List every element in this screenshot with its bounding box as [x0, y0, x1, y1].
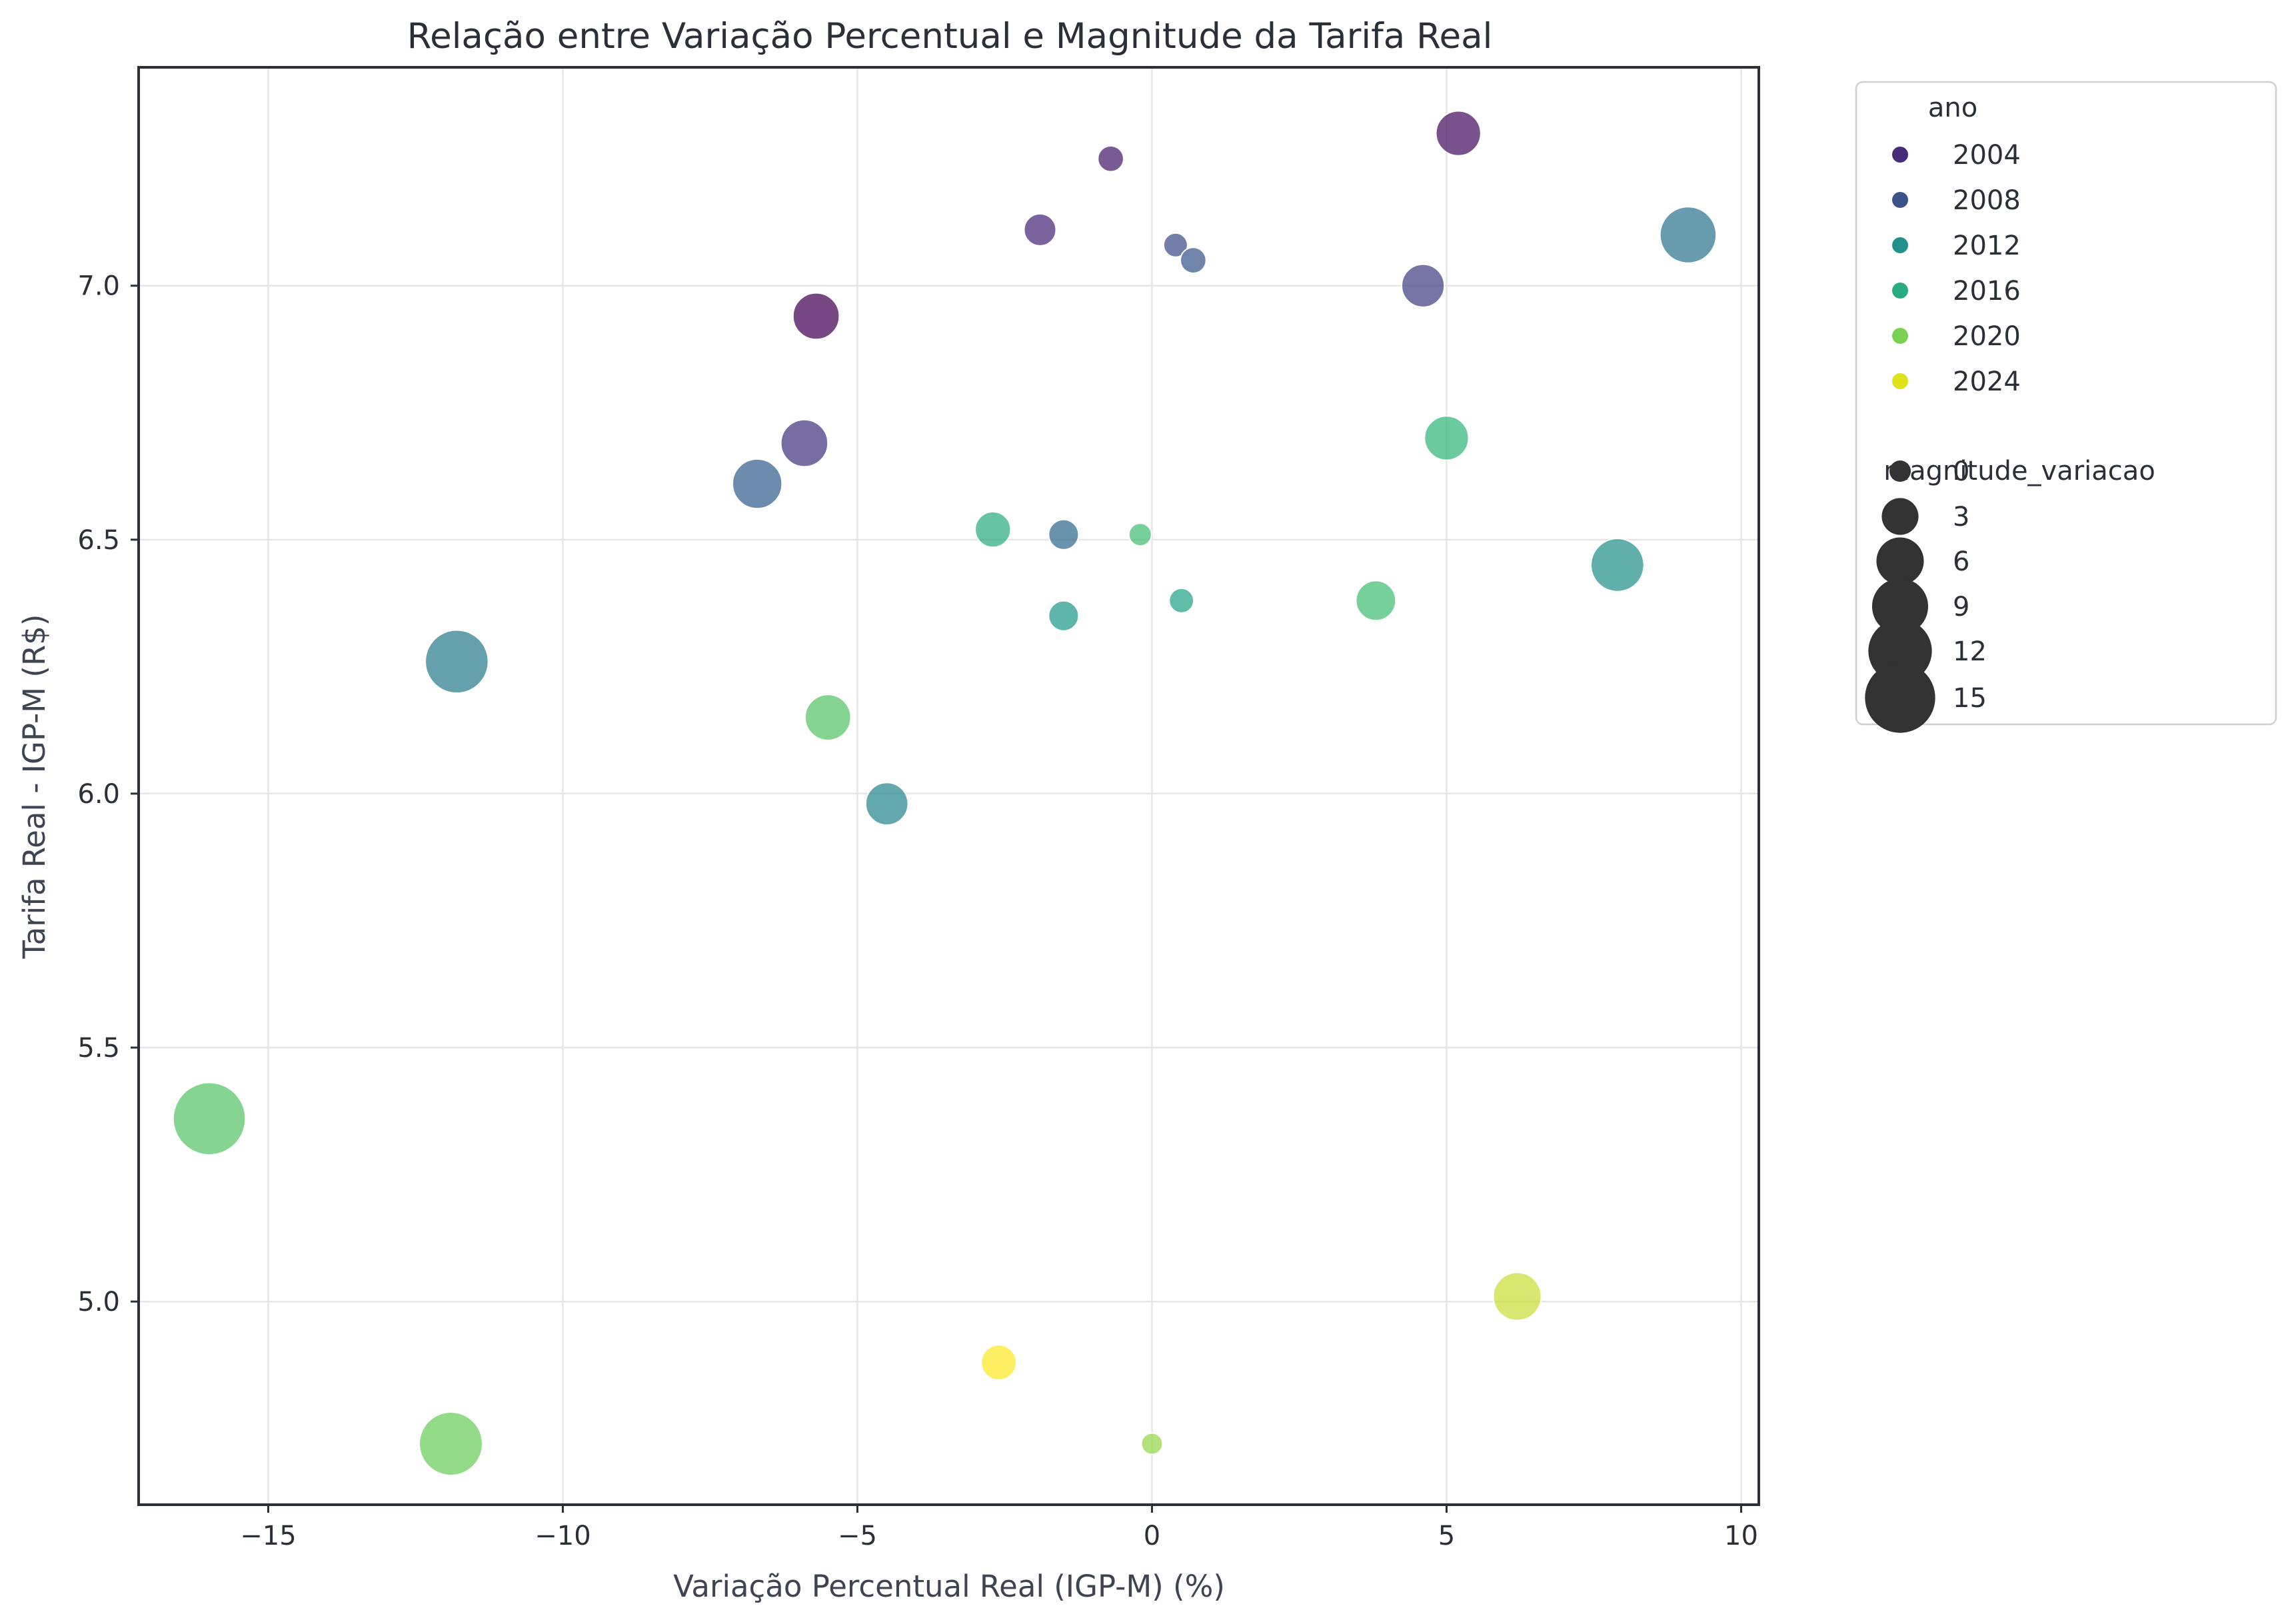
legend-hue-marker: [1892, 237, 1908, 253]
legend-hue-label: 2016: [1953, 276, 2021, 307]
data-points: [172, 110, 1718, 1477]
data-point: [425, 629, 489, 694]
legend-hue-marker: [1892, 147, 1908, 163]
data-point: [419, 1411, 484, 1477]
data-point: [1659, 206, 1718, 264]
y-tick-label: 6.0: [77, 779, 120, 810]
legend-hue-marker: [1892, 373, 1908, 389]
legend-hue-label: 2004: [1953, 140, 2021, 171]
legend-size-title: magnitude_variacao: [1883, 456, 2155, 486]
data-point: [1023, 213, 1057, 247]
legend-hue-label: 2012: [1953, 231, 2021, 261]
y-tick-label: 7.0: [77, 271, 120, 302]
legend-size-marker: [1865, 662, 1935, 733]
data-point: [864, 782, 909, 826]
legend-size-label: 6: [1953, 546, 1969, 577]
y-axis-ticks: 5.0 5.5 6.0 6.5 7.0: [77, 271, 139, 1317]
x-tick-label: −10: [535, 1521, 590, 1551]
legend-size-label: 0: [1953, 456, 1969, 487]
data-point: [1492, 1271, 1542, 1321]
x-tick-label: −5: [838, 1521, 877, 1551]
legend: ano 2004 2008 2012 2016 2020 2024 magnitude_v…: [1855, 81, 2277, 733]
legend-size-marker: [1876, 537, 1924, 585]
data-point: [980, 1344, 1017, 1381]
x-axis-ticks: −15 −10 −5 0 5 10: [240, 1505, 1758, 1551]
grid: [139, 67, 1759, 1505]
data-point: [1140, 1432, 1164, 1455]
data-point: [780, 418, 829, 468]
legend-hue-marker: [1892, 283, 1908, 299]
data-point: [732, 458, 783, 510]
data-point: [1128, 522, 1152, 547]
data-point: [1097, 145, 1124, 173]
legend-size-entries: 0 3 6 9 12 15: [1865, 456, 1987, 733]
data-point: [1048, 600, 1080, 632]
legend-hue-marker: [1892, 192, 1908, 208]
data-point: [1590, 538, 1645, 592]
legend-size-label: 15: [1953, 683, 1987, 714]
legend-size-label: 12: [1953, 636, 1987, 667]
data-point: [172, 1082, 247, 1156]
x-axis-label: Variação Percentual Real (IGP-M) (%): [673, 1569, 1225, 1604]
data-point: [1435, 110, 1482, 157]
data-point: [1424, 415, 1470, 461]
legend-size-label: 9: [1953, 592, 1969, 622]
x-tick-label: −15: [240, 1521, 296, 1551]
legend-box: [1855, 81, 2277, 726]
data-point: [1168, 587, 1195, 614]
x-tick-label: 0: [1144, 1521, 1160, 1551]
legend-hue-label: 2020: [1953, 321, 2021, 352]
data-point: [792, 292, 840, 341]
chart-title: Relação entre Variação Percentual e Magn…: [407, 16, 1493, 57]
data-point: [804, 694, 852, 741]
y-tick-label: 5.5: [77, 1033, 120, 1064]
data-point: [1048, 518, 1080, 550]
legend-hue-label: 2008: [1953, 185, 2021, 216]
data-point: [1162, 232, 1188, 258]
legend-size-marker: [1881, 498, 1919, 535]
data-point: [1355, 580, 1397, 622]
y-tick-label: 5.0: [77, 1287, 120, 1317]
legend-size-marker: [1889, 460, 1911, 482]
x-tick-label: 5: [1438, 1521, 1455, 1551]
plot-frame: [137, 66, 1760, 1506]
legend-hue-marker: [1892, 328, 1908, 344]
legend-size-marker: [1871, 578, 1929, 635]
x-tick-label: 10: [1724, 1521, 1758, 1551]
y-axis-label: Tarifa Real - IGP-M (R$): [17, 614, 52, 960]
legend-hue-title: ano: [1928, 93, 1977, 123]
data-point: [1180, 247, 1207, 274]
y-tick-label: 6.5: [77, 525, 120, 556]
legend-hue-label: 2024: [1953, 367, 2021, 397]
legend-size-label: 3: [1953, 502, 1969, 532]
data-point: [1401, 263, 1446, 308]
data-point: [974, 510, 1012, 548]
legend-hue-entries: 2004 2008 2012 2016 2020 2024: [1892, 140, 2021, 397]
